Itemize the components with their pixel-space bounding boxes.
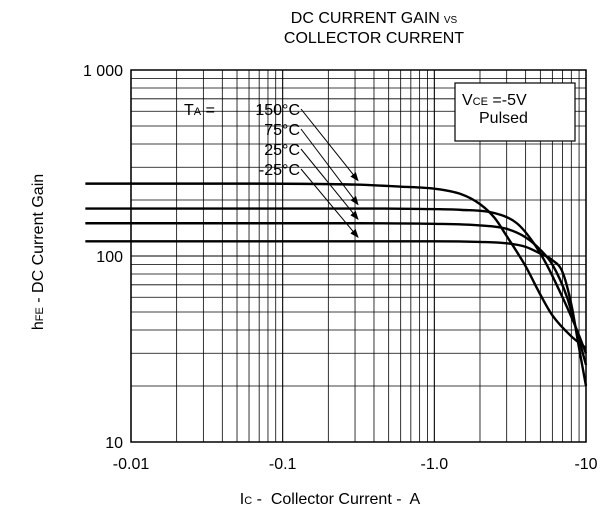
ta-main: T [184, 102, 194, 119]
x-label-main: I [240, 491, 244, 508]
condition-vce-sub: CE [473, 96, 488, 108]
y-label-rest: - DC Current Gain [30, 174, 47, 307]
y-tick-label: 10 [105, 435, 123, 452]
condition-box-frame [454, 82, 576, 142]
ta-prefix: TA = [184, 102, 219, 119]
y-tick-label: 100 [96, 249, 123, 266]
y-tick-label: 1 000 [83, 63, 123, 80]
series-arrow-3 [300, 148, 359, 221]
series-arrow-1 [300, 108, 359, 182]
x-label-rest: - Collector Current - A [252, 491, 420, 508]
ta-sub: A [194, 106, 202, 118]
x-tick-labels: -0.01 -0.1 -1.0 -10 [113, 456, 598, 473]
x-axis-label: IC - Collector Current - A [240, 491, 421, 508]
condition-vce-main: V [462, 92, 473, 109]
ta-rest: = [201, 102, 219, 119]
x-tick-label: -1.0 [421, 456, 449, 473]
x-tick-label: -10 [574, 456, 597, 473]
series-line-2 [85, 207, 588, 354]
series-arrow-4 [300, 168, 359, 239]
series-label-1: 150°C [255, 102, 300, 119]
y-label-main: h [30, 321, 47, 330]
condition-pulsed: Pulsed [479, 110, 528, 127]
series-label-3: 25°C [264, 142, 300, 159]
chart-title-vs: VS [444, 15, 458, 26]
condition-vce: VCE =-5V [462, 92, 527, 109]
y-tick-labels: 10 100 1 000 [83, 63, 123, 452]
y-label-sub: FE [34, 307, 46, 321]
series-line-3 [85, 222, 588, 366]
condition-vce-rest: =-5V [488, 92, 527, 109]
chart-title-line2: COLLECTOR CURRENT [284, 30, 464, 47]
x-label-sub: C [244, 495, 252, 507]
series-line-1 [85, 182, 587, 349]
curves [85, 182, 588, 387]
x-tick-label: -0.01 [113, 456, 150, 473]
y-axis-label: hFE - DC Current Gain [30, 174, 47, 330]
series-arrow-2 [300, 128, 359, 206]
plot-frame [130, 69, 587, 443]
series-label-2: 75°C [264, 122, 300, 139]
temperature-labels: TA = 150°C 75°C 25°C -25°C [184, 102, 359, 239]
condition-box: VCE =-5V Pulsed [454, 82, 576, 142]
chart-title-line1: DC CURRENT GAIN VS [291, 10, 458, 27]
chart-title-main: DC CURRENT GAIN [291, 10, 440, 27]
x-tick-label: -0.1 [269, 456, 297, 473]
series-line-4 [85, 240, 588, 387]
series-label-4: -25°C [259, 162, 300, 179]
